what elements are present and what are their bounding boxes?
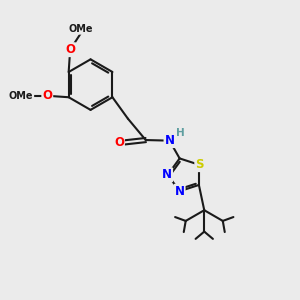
Text: O: O: [42, 89, 52, 102]
Text: OMe: OMe: [69, 24, 93, 34]
Text: H: H: [176, 128, 184, 138]
Text: N: N: [175, 185, 184, 198]
Text: O: O: [114, 136, 124, 149]
Text: OMe: OMe: [9, 91, 33, 101]
Text: N: N: [162, 168, 172, 181]
Text: O: O: [65, 43, 75, 56]
Text: N: N: [164, 134, 175, 147]
Text: S: S: [195, 158, 204, 171]
